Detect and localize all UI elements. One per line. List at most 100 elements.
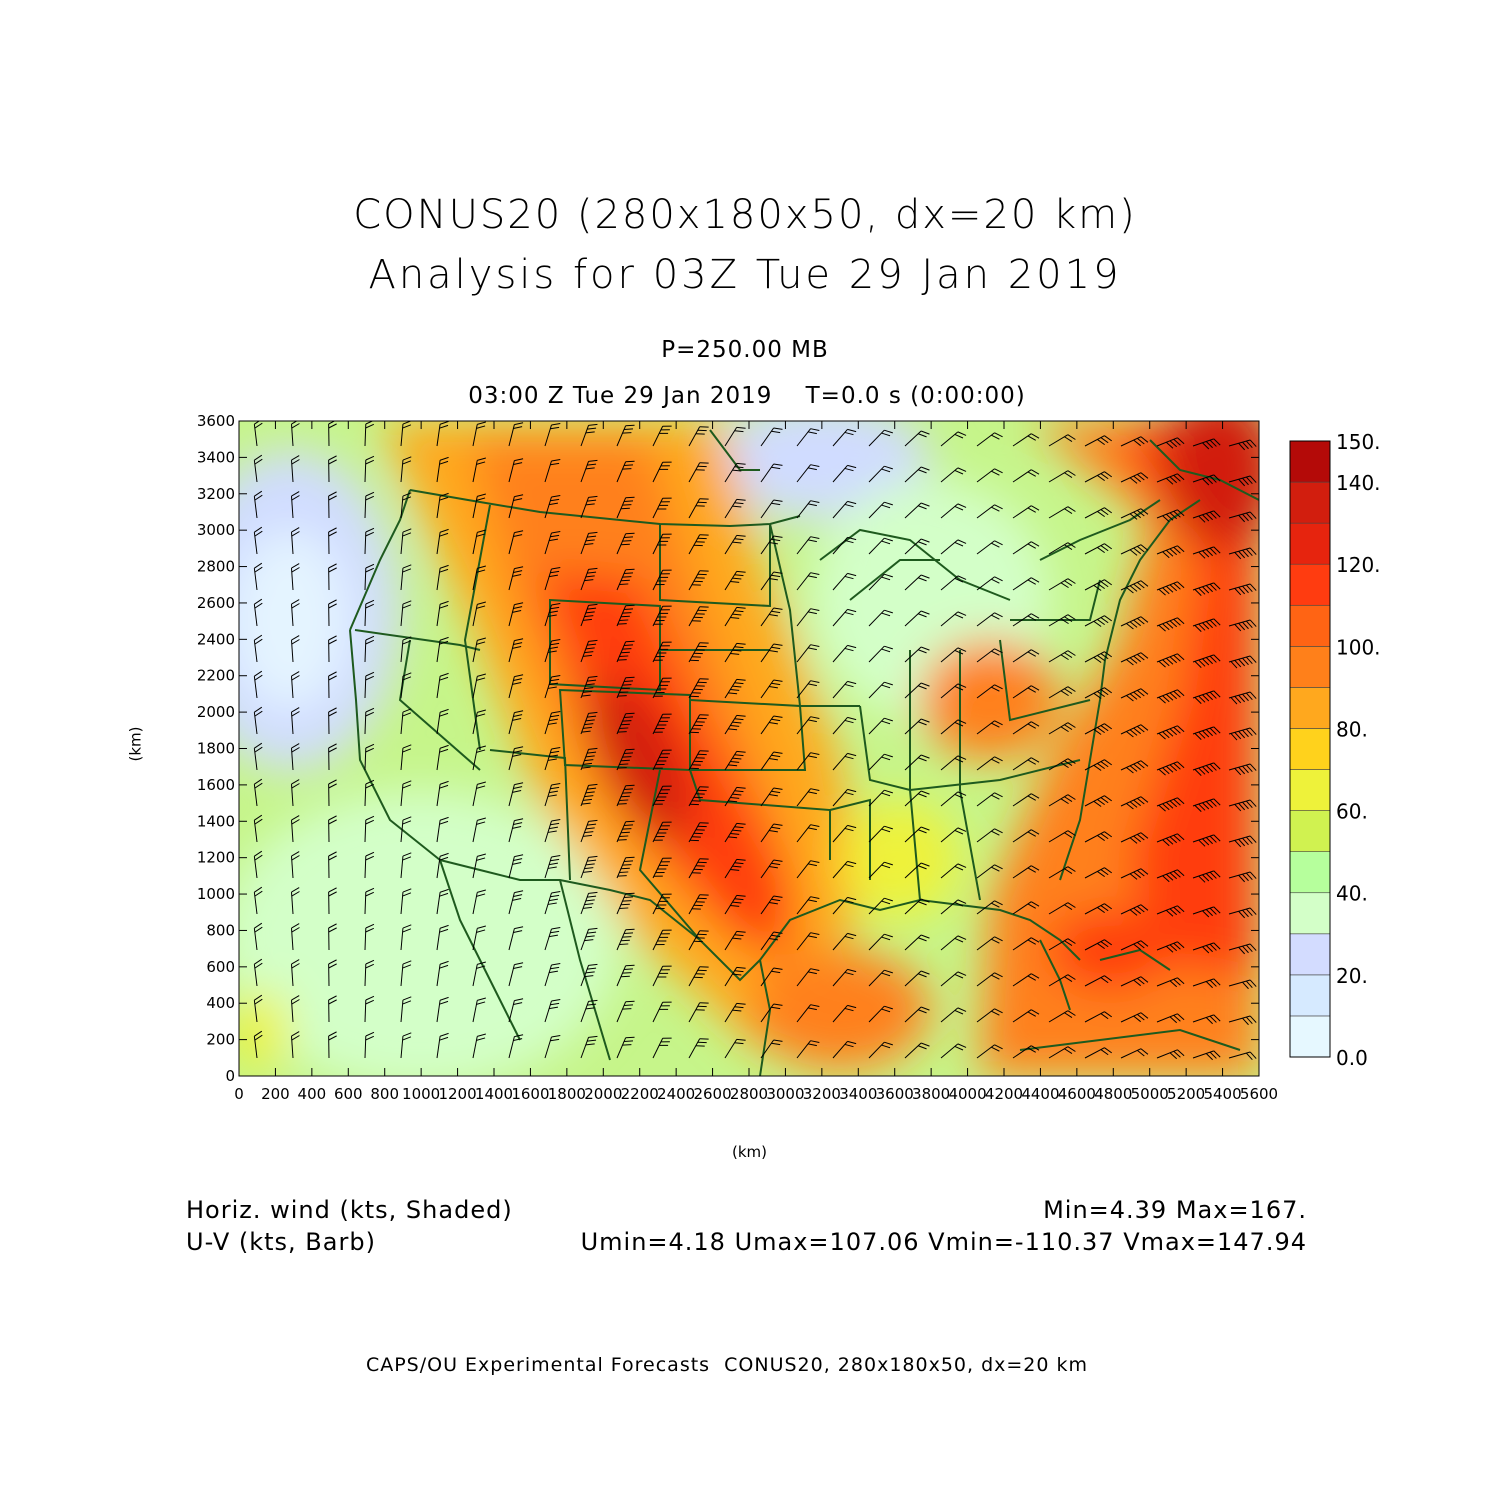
wind-barb — [832, 860, 857, 879]
wind-barb — [688, 1038, 709, 1059]
x-tick-label: 3400 — [839, 1085, 877, 1103]
colorbar-label: 0.0 — [1336, 1046, 1368, 1070]
wind-barb — [1228, 871, 1257, 883]
speed-min-max: Min=4.39 Max=167. — [1043, 1196, 1307, 1224]
wind-barb — [904, 538, 930, 555]
x-tick-label: 4600 — [1058, 1085, 1096, 1103]
x-tick-label: 600 — [334, 1085, 363, 1103]
ny-new-england — [1039, 499, 1161, 561]
wind-barb — [688, 786, 709, 807]
wind-barb — [760, 823, 783, 843]
wind-barb — [472, 817, 486, 843]
wind-barb — [616, 892, 635, 915]
wind-barb — [1048, 758, 1076, 771]
wind-barb — [580, 927, 598, 951]
x-tick-label: 5600 — [1240, 1085, 1278, 1103]
wind-barb — [1192, 762, 1221, 776]
wind-barb — [760, 607, 783, 627]
wind-barb — [904, 862, 930, 879]
wind-barb — [364, 707, 375, 735]
wind-barb — [688, 894, 709, 915]
wind-barb — [796, 824, 820, 843]
y-tick-label: 1000 — [197, 885, 235, 903]
wind-barb — [940, 827, 967, 843]
colorbar-bin — [1289, 563, 1331, 606]
wind-barb — [436, 852, 449, 879]
wind-barb — [1192, 978, 1221, 989]
dakotas — [659, 524, 771, 608]
y-tick-label: 3400 — [197, 448, 235, 466]
wind-barb — [760, 427, 783, 447]
wind-barb — [472, 853, 486, 879]
wind-barb — [796, 860, 820, 879]
wind-barb — [1228, 835, 1257, 848]
x-tick-label: 5000 — [1131, 1085, 1169, 1103]
colorbar-label: 40. — [1336, 882, 1368, 906]
wind-barb — [290, 923, 300, 951]
x-tick-label: 4000 — [948, 1085, 986, 1103]
wind-barb — [796, 716, 820, 735]
arkansas — [829, 798, 871, 880]
wind-barb — [1012, 505, 1040, 519]
wind-barb — [1012, 901, 1040, 915]
wind-barb — [832, 896, 857, 915]
x-tick-label: 1400 — [475, 1085, 513, 1103]
wind-barb — [544, 891, 561, 915]
wind-barb — [580, 747, 598, 771]
wind-barb — [796, 1004, 820, 1023]
wind-barb — [724, 498, 746, 519]
wind-barb — [1228, 691, 1257, 705]
wind-barb — [364, 491, 375, 519]
wind-barb — [904, 430, 930, 447]
wind-barb — [1084, 1011, 1113, 1023]
wind-barbs — [253, 421, 1257, 1061]
wind-barb — [724, 786, 746, 807]
wind-barb — [400, 888, 412, 915]
colorbar-frame — [1289, 440, 1331, 1058]
wind-barb — [652, 857, 672, 879]
wind-barb — [364, 995, 375, 1023]
wind-barb — [1084, 435, 1113, 447]
wind-barb — [1048, 902, 1076, 915]
wind-barb — [940, 863, 967, 879]
al-ga-line — [959, 650, 981, 901]
wind-barb — [290, 815, 300, 843]
wind-barb — [1192, 906, 1221, 918]
wind-barb — [868, 573, 893, 591]
x-axis-title: (km) — [732, 1143, 768, 1161]
wind-barb — [328, 599, 337, 627]
colorbar-bin — [1289, 604, 1331, 647]
wind-barb — [1012, 649, 1040, 663]
wind-barb — [290, 635, 300, 663]
wind-barb — [1228, 979, 1257, 990]
wind-barb — [1084, 687, 1113, 699]
oklahoma — [689, 769, 831, 860]
wind-barb — [544, 567, 561, 591]
wind-speed-shading — [239, 421, 1259, 1076]
us-canada-border — [409, 489, 801, 528]
wind-barb — [904, 718, 930, 735]
wind-barb — [796, 968, 820, 987]
wind-barb — [1192, 438, 1221, 450]
wind-barb — [652, 749, 672, 771]
wind-barb — [1084, 471, 1113, 483]
wind-barb — [616, 1036, 635, 1059]
wind-barb — [796, 500, 820, 519]
wind-barb — [472, 925, 486, 951]
colorbar-label: 120. — [1336, 553, 1381, 577]
wind-barb — [940, 683, 967, 699]
wind-barb — [1048, 434, 1076, 447]
wind-barb — [868, 825, 893, 843]
wind-barb — [253, 922, 263, 951]
wind-barb — [1084, 795, 1113, 807]
wind-barb — [508, 746, 524, 771]
wind-barb — [616, 496, 635, 519]
x-tick-label: 2200 — [621, 1085, 659, 1103]
wind-barb — [1228, 763, 1257, 776]
wind-barb — [580, 711, 598, 735]
wind-barb — [1192, 870, 1221, 883]
wind-barb — [1156, 797, 1185, 812]
wind-barb — [1156, 869, 1185, 883]
wind-barb — [1048, 470, 1076, 483]
wind-barb — [290, 851, 300, 879]
